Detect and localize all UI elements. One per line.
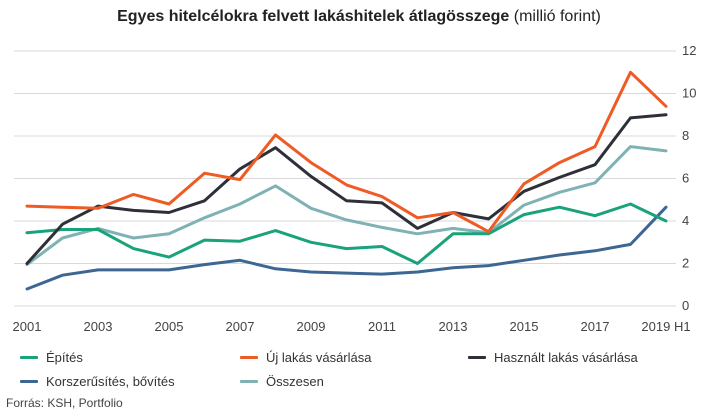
y-tick-label-12: 12 xyxy=(682,43,696,58)
series-line-1 xyxy=(25,70,668,234)
series-lines xyxy=(25,70,668,291)
x-tick-label-2015: 2015 xyxy=(510,319,539,334)
series-line-3 xyxy=(25,205,668,291)
chart-title: Egyes hitelcélokra felvett lakáshitelek … xyxy=(0,8,718,26)
series-line-2 xyxy=(25,113,668,265)
x-tick-label-2005: 2005 xyxy=(155,319,184,334)
x-tick-label-2003: 2003 xyxy=(84,319,113,334)
y-tick-label-8: 8 xyxy=(682,128,689,143)
x-tick-label-2001: 2001 xyxy=(13,319,42,334)
x-tick-label-2019-H1: 2019 H1 xyxy=(641,319,690,334)
x-tick-label-2011: 2011 xyxy=(368,319,396,334)
y-tick-label-10: 10 xyxy=(682,86,696,101)
y-tick-labels: 0 2 4 6 8 10 12 xyxy=(682,43,696,313)
x-tick-label-2017: 2017 xyxy=(581,319,610,334)
y-tick-label-0: 0 xyxy=(682,298,689,313)
x-tick-label-2013: 2013 xyxy=(439,319,468,334)
x-tick-labels: 2001 2003 2005 2007 2009 2011 2013 2015 2017 2019… xyxy=(13,319,691,334)
x-tick-label-2009: 2009 xyxy=(297,319,326,334)
source-note: Forrás: KSH, Portfolio xyxy=(6,396,123,410)
y-tick-label-6: 6 xyxy=(682,171,689,186)
y-tick-label-4: 4 xyxy=(682,213,689,228)
gridlines xyxy=(14,50,676,307)
chart-title-unit: (millió forint) xyxy=(513,8,601,25)
chart-title-main: Egyes hitelcélokra felvett lakáshitelek … xyxy=(117,8,510,25)
y-tick-label-2: 2 xyxy=(682,256,689,271)
series-line-0 xyxy=(25,202,668,265)
series-line-4 xyxy=(25,145,668,267)
x-tick-label-2007: 2007 xyxy=(226,319,255,334)
